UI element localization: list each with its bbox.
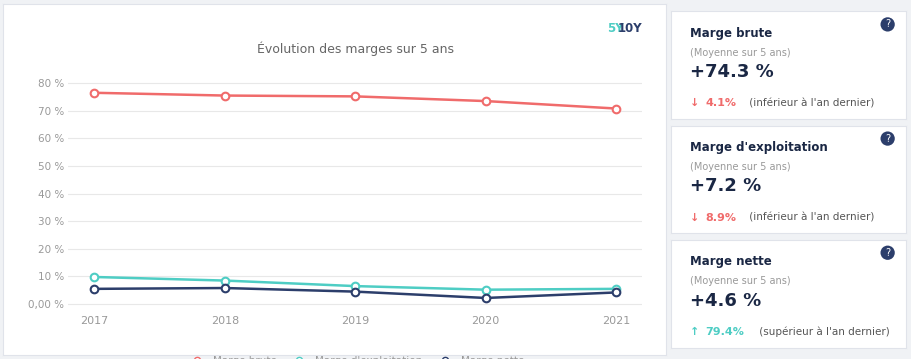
Text: (Moyenne sur 5 ans): (Moyenne sur 5 ans) — [691, 162, 791, 172]
Text: (inférieur à l'an dernier): (inférieur à l'an dernier) — [746, 98, 875, 108]
Text: 8.9%: 8.9% — [705, 213, 736, 223]
Text: ↑: ↑ — [691, 327, 703, 337]
Text: Marge nette: Marge nette — [691, 255, 772, 268]
Text: ?: ? — [885, 134, 890, 144]
Title: Évolution des marges sur 5 ans: Évolution des marges sur 5 ans — [257, 41, 454, 56]
Text: 79.4%: 79.4% — [705, 327, 744, 337]
Text: 10Y: 10Y — [618, 22, 642, 35]
Text: +7.2 %: +7.2 % — [691, 177, 762, 195]
Legend: Marge brute, Marge d'exploitation, Marge nette: Marge brute, Marge d'exploitation, Marge… — [182, 351, 528, 359]
Text: ?: ? — [885, 248, 890, 258]
Text: Marge d'exploitation: Marge d'exploitation — [691, 141, 828, 154]
Text: (Moyenne sur 5 ans): (Moyenne sur 5 ans) — [691, 276, 791, 286]
Text: +4.6 %: +4.6 % — [691, 292, 762, 309]
Text: (supérieur à l'an dernier): (supérieur à l'an dernier) — [756, 326, 890, 337]
Text: ?: ? — [885, 19, 890, 29]
Text: ↓: ↓ — [691, 213, 703, 223]
Text: ↓: ↓ — [691, 98, 703, 108]
Text: Marge brute: Marge brute — [691, 27, 773, 39]
Text: +74.3 %: +74.3 % — [691, 63, 774, 81]
Text: (Moyenne sur 5 ans): (Moyenne sur 5 ans) — [691, 48, 791, 58]
Text: 4.1%: 4.1% — [705, 98, 736, 108]
Text: (inférieur à l'an dernier): (inférieur à l'an dernier) — [746, 213, 875, 223]
Text: 5Y: 5Y — [608, 22, 624, 35]
